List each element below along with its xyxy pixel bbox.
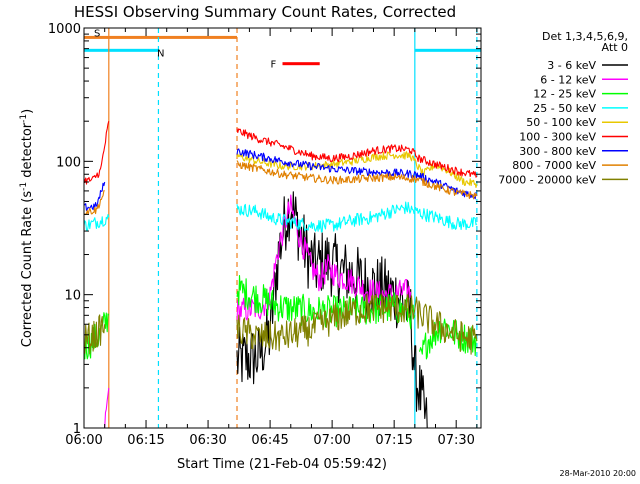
y-tick-label-1: 10	[64, 289, 81, 304]
series-line-7-1	[236, 160, 478, 200]
legend-header-line-1: Det 1,3,4,5,6,9,	[542, 30, 628, 43]
series-line-7-0	[84, 190, 105, 216]
series-line-8-0	[84, 314, 106, 355]
legend-label-3: 25 - 50 keV	[533, 102, 596, 115]
series-line-3-1	[236, 201, 478, 233]
flag-bar-f-3	[282, 62, 320, 66]
y-axis-label: Corrected Count Rate (s-1 detector-1)	[19, 109, 35, 347]
series-line-2-0	[84, 312, 110, 360]
series-1	[104, 194, 412, 428]
flag-label-s: S	[94, 28, 100, 39]
flag-bar-n-2	[414, 48, 481, 52]
y-axis-label-sup-2: -1	[19, 114, 29, 123]
x-tick-label-0: 06:00	[65, 433, 102, 448]
y-tick-label-2: 100	[56, 155, 81, 170]
y-axis-label-sup-1: -1	[19, 182, 29, 191]
legend-label-2: 12 - 25 keV	[533, 88, 596, 101]
flag-label-n: N	[157, 48, 164, 59]
series-line-8-1	[236, 293, 478, 355]
y-axis-label-mid: detector	[20, 122, 35, 182]
series-line-6-0	[84, 181, 106, 212]
series-line-6-1	[236, 148, 478, 200]
x-tick-label-4: 07:00	[313, 433, 350, 448]
series-line-5-0	[84, 121, 110, 185]
series-7	[84, 160, 478, 216]
flag-label-f: F	[271, 60, 277, 71]
series-line-1-0	[104, 387, 110, 428]
series-line-5-1	[236, 128, 478, 178]
y-axis-label-end: )	[20, 109, 35, 114]
flag-bar-n-1	[84, 48, 159, 52]
timestamp: 28-Mar-2010 20:00	[560, 469, 637, 478]
chart-title: HESSI Observing Summary Count Rates, Cor…	[74, 3, 456, 21]
legend-label-4: 50 - 100 keV	[526, 116, 596, 129]
x-tick-label-3: 06:45	[251, 433, 288, 448]
plot-frame	[83, 27, 482, 429]
x-tick-label-6: 07:30	[437, 433, 474, 448]
flag-bar-s-0	[84, 35, 238, 39]
legend-label-6: 300 - 800 keV	[519, 145, 596, 158]
y-tick-label-0: 1	[73, 422, 81, 437]
legend-label-7: 800 - 7000 keV	[512, 159, 596, 172]
series-6	[84, 148, 478, 212]
x-axis-label: Start Time (21-Feb-04 05:59:42)	[177, 457, 387, 472]
legend-header-line-2: Att 0	[602, 41, 628, 54]
legend-label-8: 7000 - 20000 keV	[498, 173, 596, 186]
series-8	[84, 293, 478, 355]
legend-label-1: 6 - 12 keV	[540, 73, 596, 86]
series-3	[84, 201, 478, 233]
legend-label-0: 3 - 6 keV	[547, 59, 596, 72]
x-tick-label-1: 06:15	[127, 433, 164, 448]
y-tick-label-3: 1000	[48, 22, 81, 37]
series-line-3-0	[84, 213, 110, 232]
x-tick-label-5: 07:15	[375, 433, 412, 448]
legend-label-5: 100 - 300 keV	[519, 131, 596, 144]
series-5	[84, 121, 478, 185]
x-tick-label-2: 06:30	[189, 433, 226, 448]
y-axis-label-main: Corrected Count Rate (s	[20, 191, 35, 348]
